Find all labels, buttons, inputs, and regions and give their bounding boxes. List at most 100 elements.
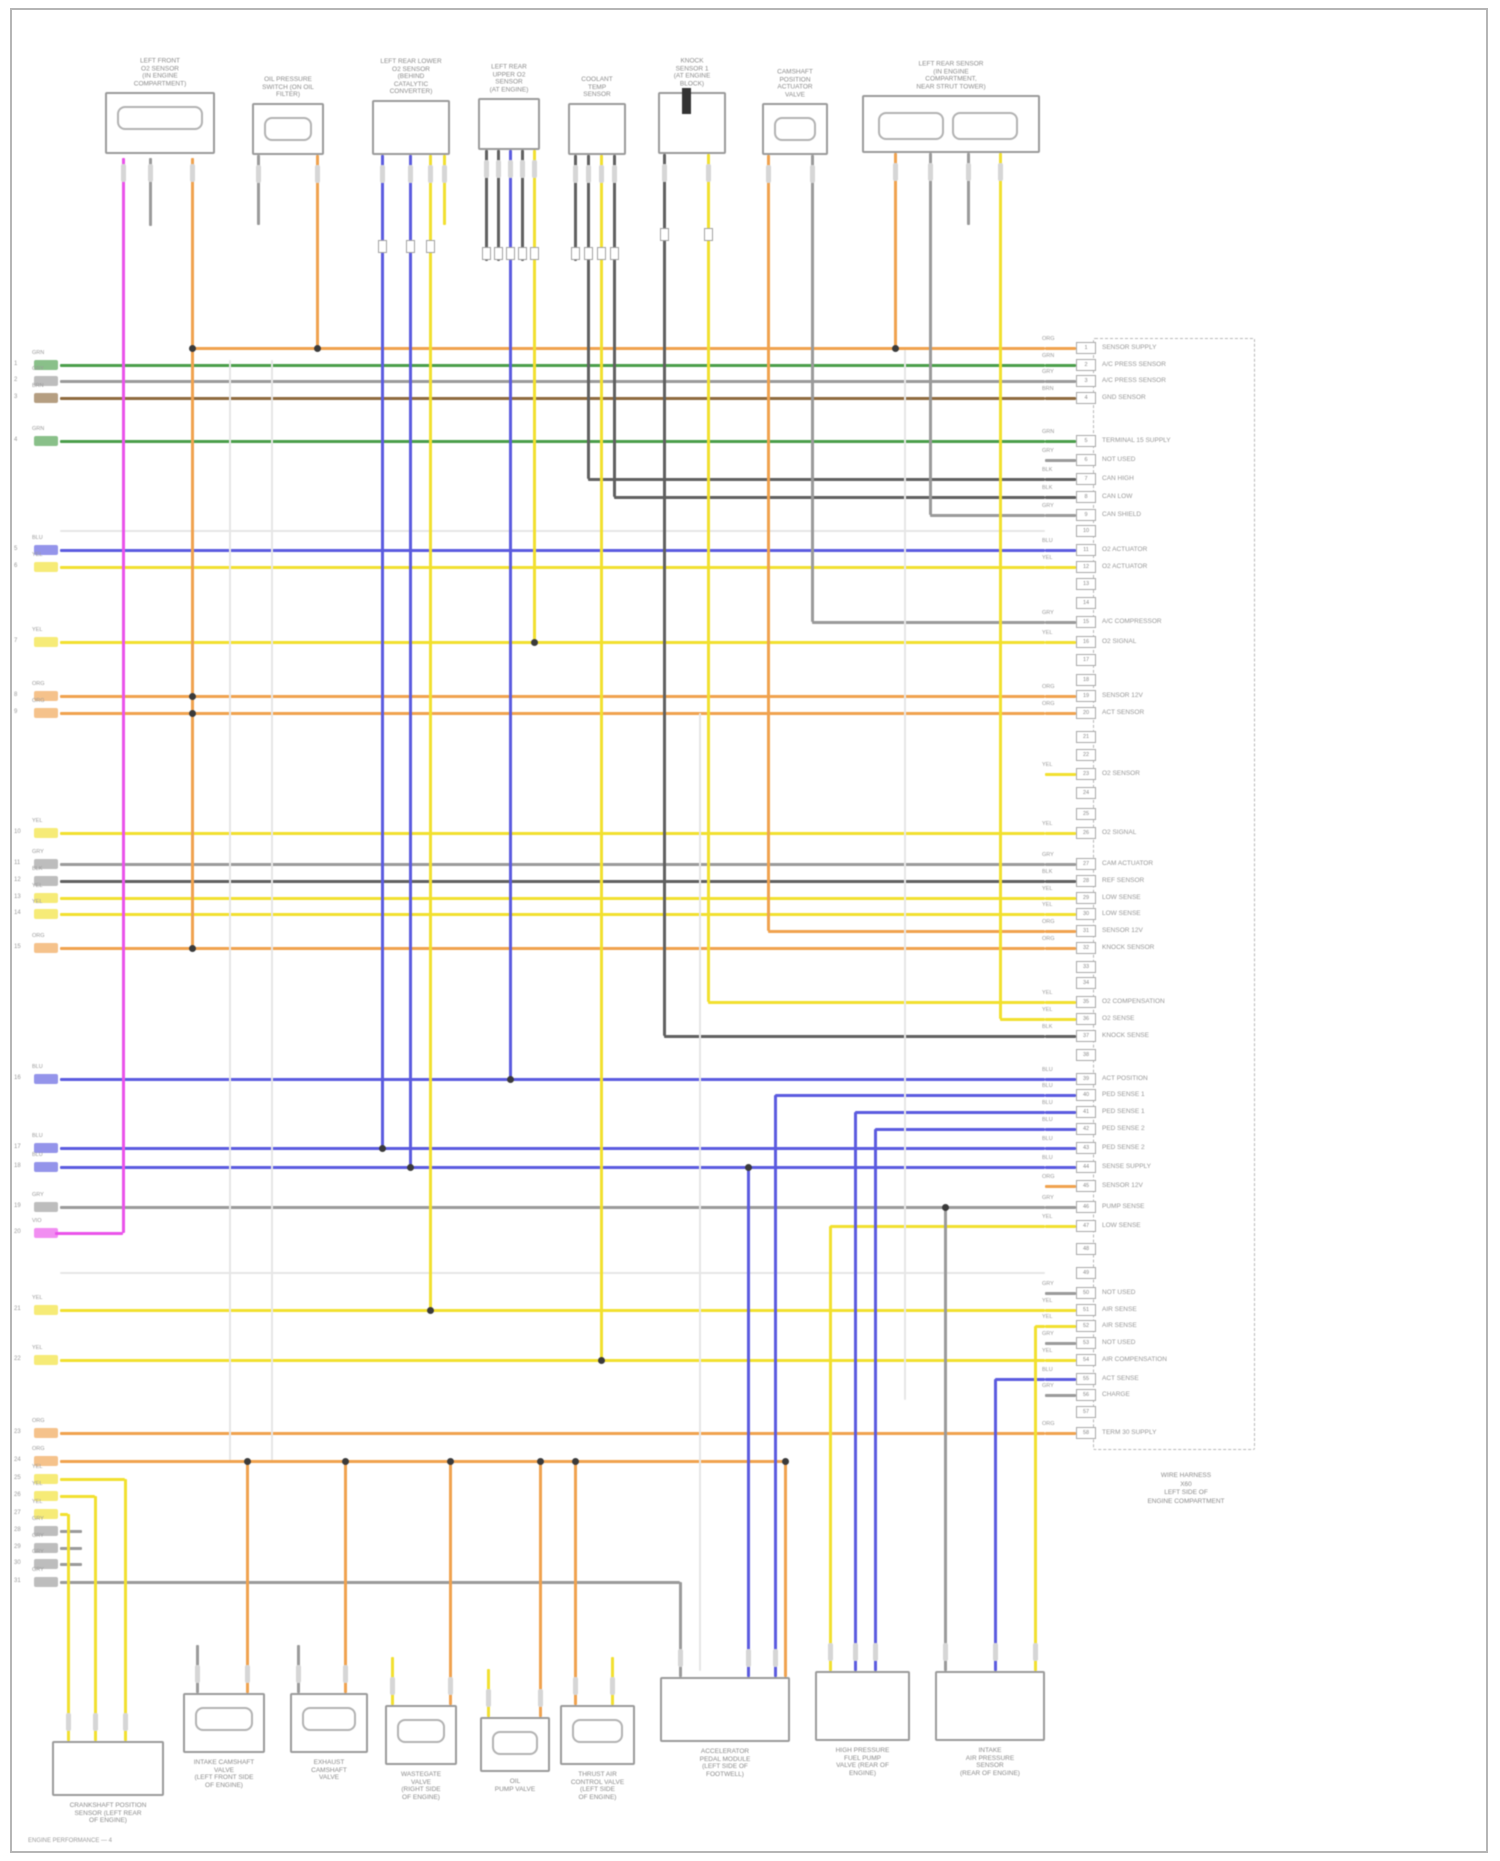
connector-pin: 16 bbox=[1076, 636, 1096, 648]
inline-connector bbox=[659, 227, 669, 241]
wire-color-code: BLU bbox=[32, 535, 43, 541]
pin-stub-yellow bbox=[1045, 640, 1076, 644]
wire-color-code: YEL bbox=[32, 883, 43, 889]
wire-gray bbox=[930, 513, 1045, 517]
left-wire-stub bbox=[34, 1456, 58, 1466]
pin-signal-label: PED SENSE 2 bbox=[1102, 1125, 1145, 1132]
wire-faint bbox=[271, 360, 273, 1460]
left-wire-stub bbox=[34, 545, 58, 555]
wire-yellow bbox=[60, 1477, 125, 1481]
wire-faint bbox=[699, 713, 701, 1671]
wire-magenta bbox=[55, 1231, 123, 1235]
left-wire-stub bbox=[34, 909, 58, 919]
connector-pin: 18 bbox=[1076, 674, 1096, 686]
left-pin-number: 3 bbox=[14, 394, 18, 400]
component-inner bbox=[397, 1719, 445, 1743]
pin-code-tag bbox=[745, 1649, 751, 1667]
inline-connector bbox=[596, 246, 606, 260]
connector-pin: 11 bbox=[1076, 544, 1096, 556]
pin-code-tag bbox=[122, 1713, 128, 1731]
connector-pin: 45 bbox=[1076, 1180, 1096, 1192]
wire-color-code: BLU bbox=[32, 1133, 43, 1139]
wire-color-code: BLK bbox=[1042, 1024, 1053, 1030]
pin-signal-label: O2 SIGNAL bbox=[1102, 829, 1137, 836]
wire-color-code: GRY bbox=[1042, 1281, 1054, 1287]
junction-dot bbox=[378, 1144, 386, 1152]
inline-connector bbox=[481, 246, 491, 260]
pin-stub-yellow bbox=[1045, 831, 1076, 835]
wire-color-code: GRY bbox=[32, 849, 44, 855]
wire-faint bbox=[60, 1272, 1045, 1274]
wire-orange bbox=[60, 946, 1045, 950]
pin-code-tag bbox=[611, 165, 617, 183]
component-crank-position-sensor bbox=[52, 1741, 164, 1796]
connector-pin: 41 bbox=[1076, 1106, 1096, 1118]
wire-orange bbox=[768, 929, 1045, 933]
wire-color-code: BLU bbox=[1042, 1136, 1053, 1142]
wire-dark bbox=[520, 150, 524, 261]
connector-pin: 20 bbox=[1076, 707, 1096, 719]
wire-color-code: YEL bbox=[1042, 821, 1053, 827]
connector-pin: 28 bbox=[1076, 875, 1096, 887]
connector-pin: 25 bbox=[1076, 808, 1096, 820]
pin-signal-label: ACT POSITION bbox=[1102, 1075, 1148, 1082]
left-wire-stub bbox=[34, 1162, 58, 1172]
left-pin-number: 8 bbox=[14, 692, 18, 698]
pin-signal-label: PED SENSE 2 bbox=[1102, 1144, 1145, 1151]
left-wire-stub bbox=[34, 1559, 58, 1569]
pin-signal-label: CAM ACTUATOR bbox=[1102, 860, 1154, 867]
left-pin-number: 4 bbox=[14, 437, 18, 443]
left-wire-stub bbox=[34, 691, 58, 701]
wire-color-code: YEL bbox=[32, 1345, 43, 1351]
component-label: ACCELERATOR PEDAL MODULE (LEFT SIDE OF F… bbox=[699, 1748, 751, 1778]
wire-color-code: YEL bbox=[1042, 1214, 1053, 1220]
wire-orange bbox=[893, 153, 897, 348]
pin-signal-label: AIR SENSE bbox=[1102, 1322, 1137, 1329]
pin-signal-label: LOW SENSE bbox=[1102, 894, 1141, 901]
left-pin-number: 16 bbox=[14, 1075, 21, 1081]
connector-pin: 53 bbox=[1076, 1337, 1096, 1349]
wire-color-code: ORG bbox=[1042, 1421, 1055, 1427]
component-inner bbox=[302, 1707, 356, 1731]
left-wire-stub bbox=[34, 893, 58, 903]
left-wire-stub bbox=[34, 943, 58, 953]
inline-connector bbox=[583, 246, 593, 260]
wire-color-code: YEL bbox=[1042, 1298, 1053, 1304]
left-wire-stub bbox=[34, 828, 58, 838]
pin-code-tag bbox=[705, 164, 711, 182]
component-hp-fuel-pump-valve bbox=[815, 1671, 910, 1741]
wire-color-code: BLU bbox=[1042, 1067, 1053, 1073]
connector-pin: 5 bbox=[1076, 435, 1096, 447]
component-label: INTAKE CAMSHAFT VALVE (LEFT FRONT SIDE O… bbox=[193, 1759, 255, 1789]
pin-code-tag bbox=[507, 160, 513, 178]
left-pin-number: 1 bbox=[14, 361, 18, 367]
pin-signal-label: PED SENSE 1 bbox=[1102, 1091, 1145, 1098]
component-label: LEFT FRONT O2 SENSOR (IN ENGINE COMPARTM… bbox=[133, 57, 187, 88]
wire-color-code: GRY bbox=[1042, 369, 1054, 375]
left-pin-number: 28 bbox=[14, 1527, 21, 1533]
pin-signal-label: PED SENSE 1 bbox=[1102, 1108, 1145, 1115]
pin-stub-yellow bbox=[1045, 1308, 1076, 1312]
wire-color-code: VIO bbox=[32, 1218, 42, 1224]
wire-color-code: YEL bbox=[1042, 1007, 1053, 1013]
pin-signal-label: NOT USED bbox=[1102, 1339, 1136, 1346]
pin-signal-label: TERM 30 SUPPLY bbox=[1102, 1429, 1157, 1436]
wire-gray bbox=[60, 1580, 680, 1584]
inline-connector bbox=[609, 246, 619, 260]
component-knock-sensor bbox=[658, 92, 726, 154]
junction-dot bbox=[744, 1163, 752, 1171]
wire-color-code: GRY bbox=[32, 1567, 44, 1573]
pin-signal-label: CAN LOW bbox=[1102, 493, 1133, 500]
wire-magenta bbox=[121, 158, 125, 1233]
wire-color-code: YEL bbox=[1042, 1314, 1053, 1320]
pin-code-tag bbox=[572, 165, 578, 183]
wire-color-code: GRN bbox=[1042, 429, 1055, 435]
wire-color-code: YEL bbox=[1042, 555, 1053, 561]
left-pin-number: 30 bbox=[14, 1560, 21, 1566]
pin-signal-label: KNOCK SENSE bbox=[1102, 1032, 1149, 1039]
wire-color-code: ORG bbox=[1042, 684, 1055, 690]
wire-yellow bbox=[998, 153, 1002, 1019]
wire-orange bbox=[766, 155, 770, 931]
wire-color-code: GRY bbox=[32, 366, 44, 372]
wire-color-code: YEL bbox=[1042, 1348, 1053, 1354]
